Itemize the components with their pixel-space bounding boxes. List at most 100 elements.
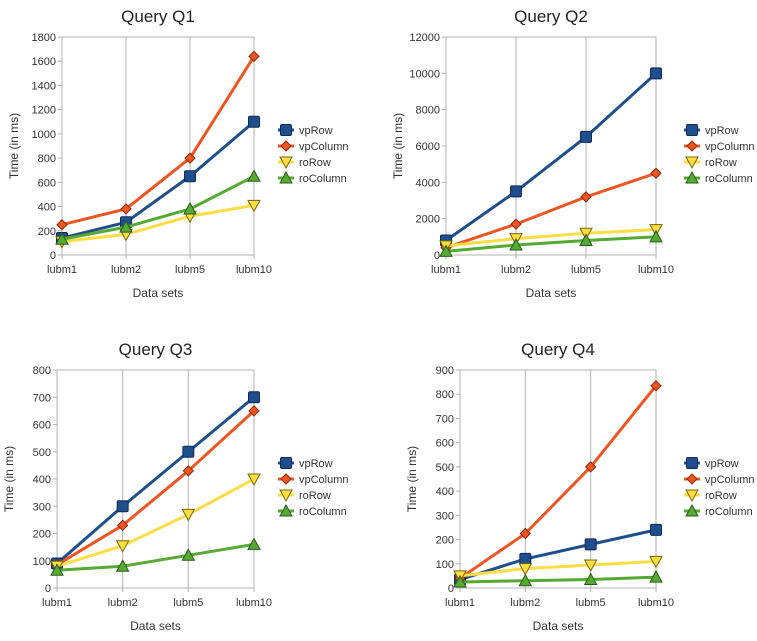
legend-item: vpRow: [684, 124, 739, 137]
x-tick-label: lubm2: [501, 264, 531, 276]
chart-title: Query Q2: [514, 7, 588, 26]
y-tick-label: 100: [436, 559, 454, 571]
legend: vpRow vpColumn roRow roColumn: [278, 124, 349, 185]
data-point: [247, 169, 261, 182]
legend-label: vpRow: [705, 125, 739, 137]
series-line: [459, 528, 657, 581]
data-point: [184, 170, 196, 183]
series-roRow: [55, 199, 261, 249]
series-roColumn: [439, 229, 663, 257]
x-tick-label: lubm2: [510, 597, 540, 609]
x-tick-label: lubm10: [236, 597, 272, 609]
data-point: [650, 380, 662, 392]
series-line: [61, 203, 255, 244]
series-line: [459, 384, 658, 580]
y-tick-label: 700: [33, 392, 51, 404]
y-tick-label: 1600: [32, 56, 56, 68]
legend-label: vpColumn: [705, 474, 755, 486]
y-tick-label: 1200: [32, 105, 56, 117]
data-point: [650, 523, 662, 536]
chart-q4: Query Q4 0 100 200 300 400 500 600 700 800 900 lubm…: [405, 340, 755, 633]
x-tick-label: lubm2: [111, 264, 141, 276]
legend-item: vpColumn: [278, 140, 349, 153]
x-tick-label: lubm5: [173, 597, 203, 609]
y-tick-label: 500: [436, 462, 454, 474]
x-tick-label: lubm5: [175, 264, 205, 276]
data-point: [182, 465, 195, 477]
legend-label: roColumn: [299, 506, 347, 518]
x-tick-label: lubm1: [431, 264, 461, 276]
legend-marker: [685, 489, 699, 503]
y-tick-label: 2000: [416, 214, 440, 226]
series-roRow: [453, 555, 663, 583]
chart-title: Query Q3: [119, 340, 193, 359]
y-tick-label: 10000: [409, 68, 440, 80]
y-tick-label: 600: [436, 438, 454, 450]
y-tick-label: 200: [38, 226, 56, 238]
data-point: [119, 220, 133, 233]
series-roColumn: [453, 570, 663, 588]
series-roColumn: [50, 537, 261, 576]
data-point: [181, 508, 196, 522]
chart-q3: Query Q3 0 100 200 300 400 500 600 700 800 lubm1 lu…: [2, 340, 349, 633]
data-point: [510, 218, 522, 230]
y-tick-label: 800: [38, 153, 56, 165]
legend-item: roColumn: [278, 170, 347, 185]
y-tick-label: 600: [33, 420, 51, 432]
series-line: [445, 228, 657, 248]
series-vpColumn: [440, 167, 662, 254]
data-point: [584, 461, 597, 473]
series-line: [445, 171, 657, 250]
series-roRow: [50, 473, 261, 574]
y-tick-label: 700: [436, 413, 454, 425]
data-point: [116, 500, 129, 513]
series-vpRow: [440, 67, 662, 247]
data-point: [509, 237, 523, 251]
legend-label: roRow: [299, 490, 331, 502]
legend-marker: [279, 503, 293, 517]
data-point: [519, 552, 532, 565]
legend-marker: [280, 124, 292, 136]
data-point: [649, 555, 663, 569]
data-point: [50, 563, 64, 576]
data-point: [115, 540, 130, 553]
data-point: [184, 152, 196, 164]
x-tick-label: lubm1: [42, 597, 72, 609]
legend-marker: [685, 170, 699, 184]
y-axis-label: Time (in ms): [391, 113, 405, 179]
series-vpColumn: [51, 405, 260, 571]
data-point: [580, 191, 592, 203]
x-tick-label: lubm1: [445, 597, 475, 609]
data-point: [183, 201, 197, 215]
legend-item: vpRow: [278, 124, 333, 137]
data-point: [579, 233, 593, 246]
series-line: [61, 55, 256, 227]
legend-label: roRow: [705, 490, 737, 502]
y-tick-label: 0: [448, 583, 454, 595]
data-point: [56, 219, 68, 231]
series-line: [445, 235, 657, 253]
x-tick-label: lubm1: [47, 264, 77, 276]
legend-marker: [280, 140, 292, 152]
series-vpRow: [454, 523, 662, 586]
chart-title: Query Q4: [521, 340, 595, 359]
series-vpColumn: [56, 50, 260, 231]
legend-item: roRow: [278, 489, 331, 503]
series-line: [56, 542, 255, 572]
data-point: [181, 548, 196, 561]
legend-marker: [686, 473, 698, 485]
data-point: [650, 167, 662, 179]
y-tick-label: 800: [33, 365, 51, 377]
y-tick-label: 200: [33, 529, 51, 541]
legend: vpRow vpColumn roRow roColumn: [278, 457, 349, 518]
legend-marker: [280, 457, 292, 469]
legend-item: vpColumn: [278, 473, 349, 486]
data-point: [248, 50, 260, 63]
data-point: [248, 391, 260, 404]
data-point: [439, 244, 453, 257]
data-point: [182, 445, 195, 458]
legend-item: roRow: [684, 156, 737, 170]
plot-area: [61, 36, 255, 256]
y-axis-label: Time (in ms): [2, 446, 16, 512]
